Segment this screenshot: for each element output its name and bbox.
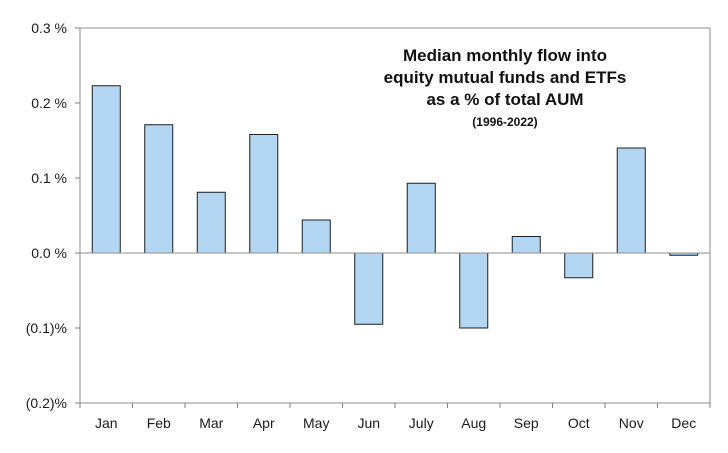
- plot-area-frame: [79, 27, 711, 404]
- bar-july: [406, 182, 436, 254]
- chart-title-line-2: equity mutual funds and ETFs: [384, 68, 627, 87]
- bar-apr: [249, 134, 279, 254]
- y-tick-label: (0.2)%: [26, 395, 67, 411]
- x-tick-label-dec: Dec: [671, 415, 696, 431]
- y-tick-label: 0.1 %: [31, 170, 67, 186]
- x-tick-label-feb: Feb: [147, 415, 171, 431]
- y-tick-label: (0.1)%: [26, 320, 67, 336]
- bar-nov: [616, 147, 646, 254]
- x-tick-label-jun: Jun: [357, 415, 380, 431]
- x-tick-label-july: July: [409, 415, 434, 431]
- x-tick-label-aug: Aug: [461, 415, 486, 431]
- y-tick-label: 0.2 %: [31, 95, 67, 111]
- bar-sep: [511, 236, 541, 254]
- bar-mar: [196, 191, 226, 254]
- x-axis-ticks: Jan Feb Mar Apr May Jun July Aug Sep Oct Nov Dec: [79, 403, 711, 431]
- y-tick-label: 0.3 %: [31, 20, 67, 36]
- x-tick-label-nov: Nov: [619, 415, 644, 431]
- bar-feb: [144, 124, 174, 254]
- chart-title-line-1: Median monthly flow into: [403, 46, 607, 65]
- bar-jan: [91, 85, 121, 254]
- bar-jun: [354, 252, 384, 325]
- bar-may: [301, 219, 331, 254]
- y-tick-label: 0.0 %: [31, 245, 67, 261]
- bars-group: [91, 85, 699, 329]
- x-tick-label-jan: Jan: [95, 415, 118, 431]
- x-tick-label-sep: Sep: [514, 415, 539, 431]
- bar-oct: [564, 252, 594, 279]
- chart-title-line-3: as a % of total AUM: [426, 90, 583, 109]
- y-axis-ticks: 0.3 % 0.2 % 0.1 % 0.0 % (0.1)% (0.2)%: [26, 20, 80, 411]
- chart-subtitle: (1996-2022): [472, 115, 537, 129]
- bar-aug: [459, 252, 489, 329]
- x-tick-label-apr: Apr: [253, 415, 275, 431]
- x-tick-label-may: May: [303, 415, 329, 431]
- x-tick-label-mar: Mar: [199, 415, 223, 431]
- x-tick-label-oct: Oct: [568, 415, 590, 431]
